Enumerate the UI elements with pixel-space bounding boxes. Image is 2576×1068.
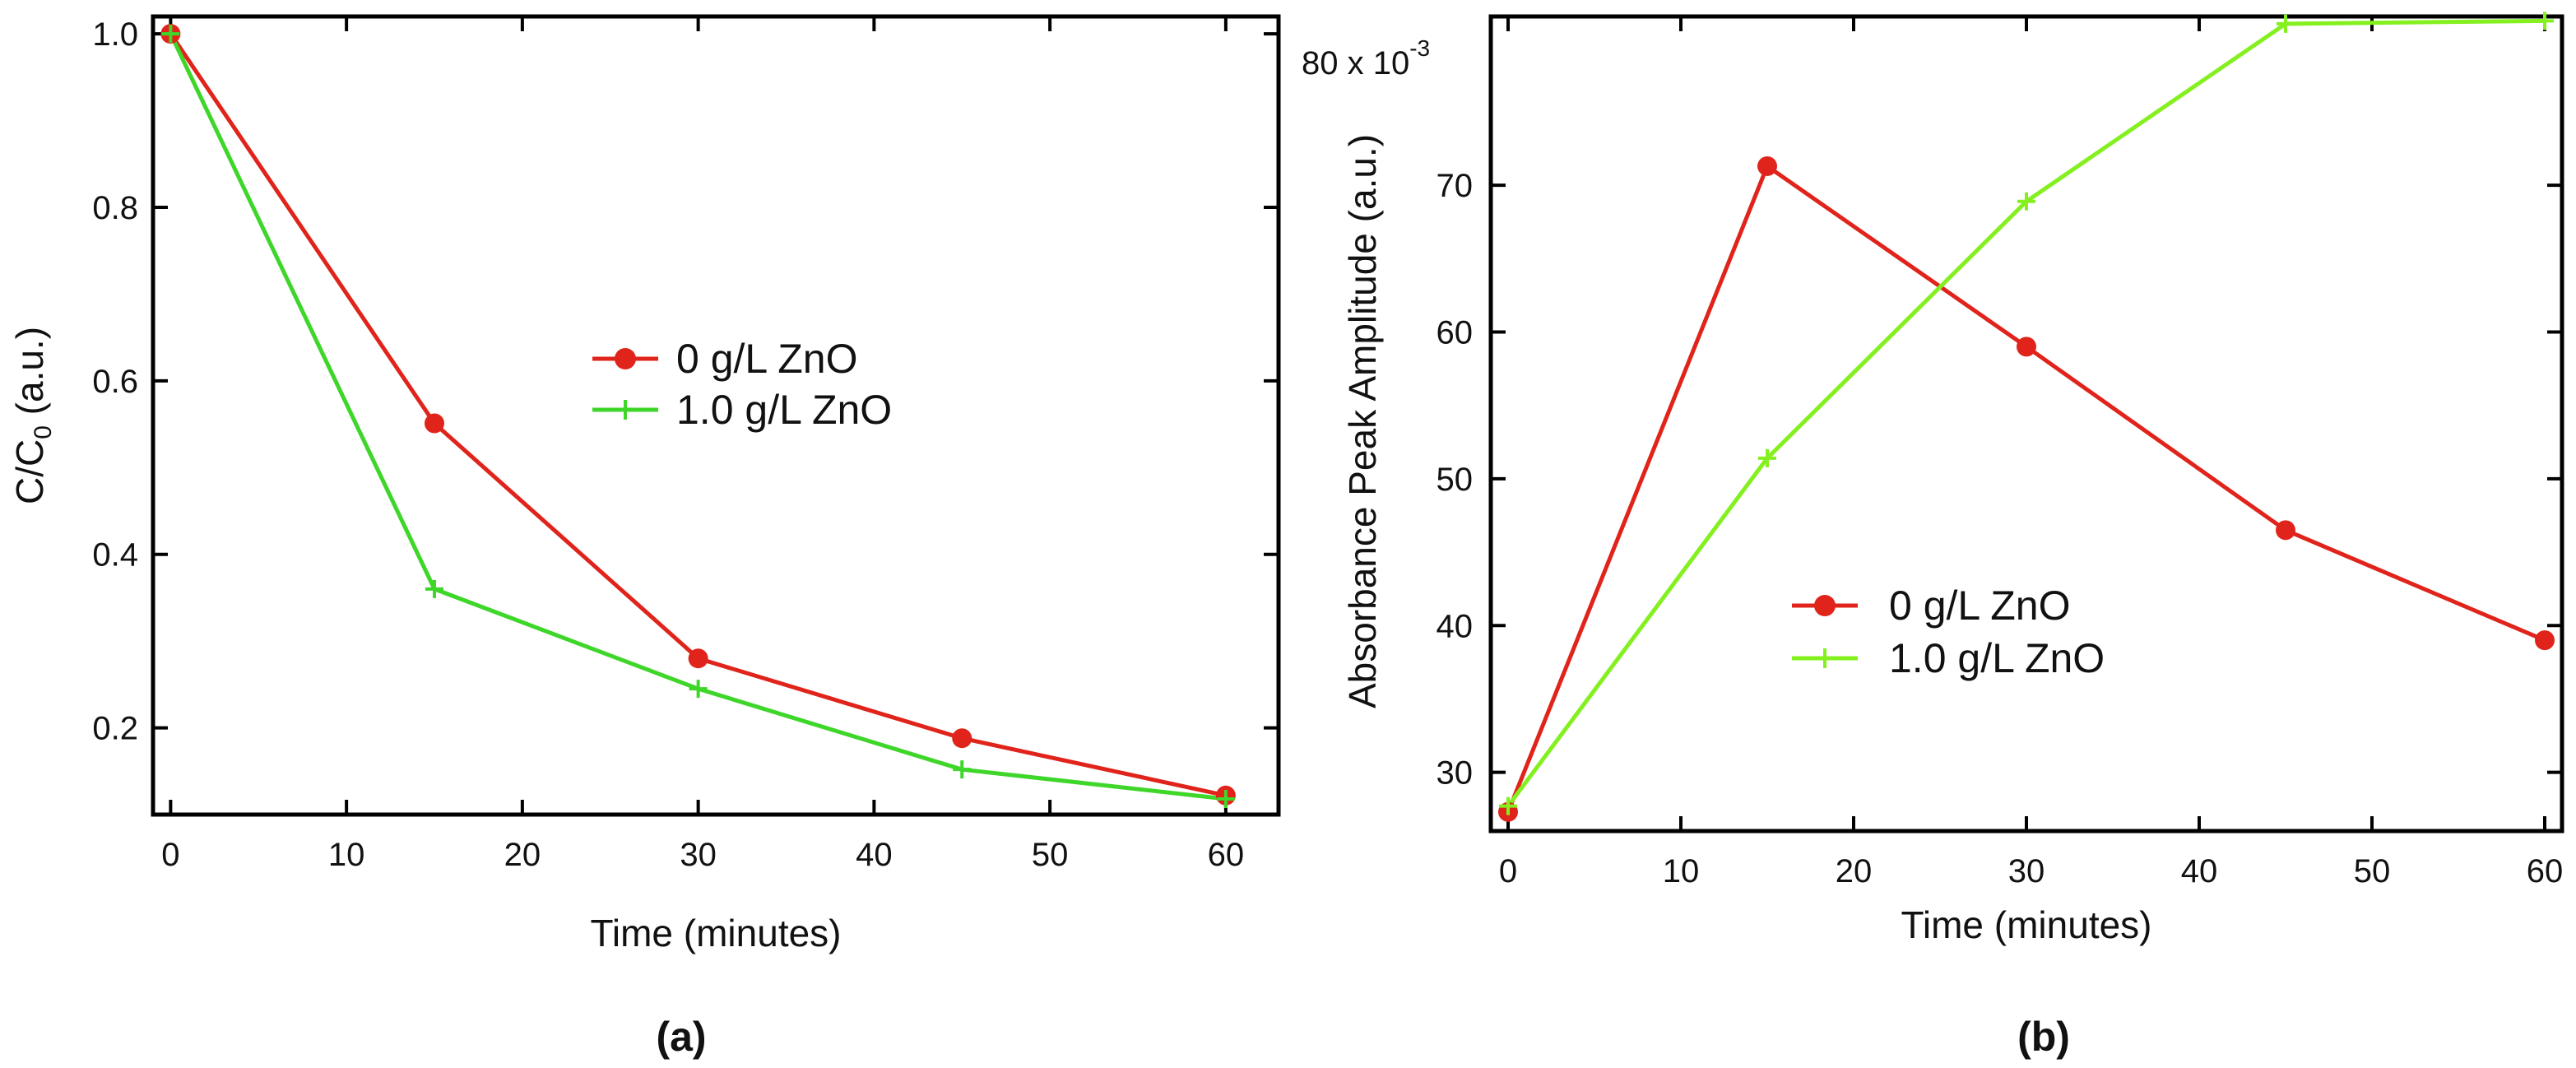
data-point-0	[1757, 156, 1777, 176]
legend-marker-0	[1814, 595, 1836, 616]
tick-marks	[1491, 16, 2562, 831]
legend-label-0: 0 g/L ZnO	[1889, 583, 2070, 629]
y-tick-labels: 30 40 50 60 70	[1437, 168, 1474, 792]
y-axis-title: Absorbance Peak Amplitude (a.u.)	[1341, 134, 1384, 708]
data-point-1	[1216, 790, 1235, 809]
y-tick-label: 1.0	[92, 16, 138, 53]
y-tick-label: 0.8	[92, 190, 138, 226]
y-tick-label: 30	[1437, 755, 1474, 792]
legend-label-0: 0 g/L ZnO	[676, 336, 857, 382]
y-tick-label: 0.2	[92, 711, 138, 747]
y-tick-label: 0.6	[92, 364, 138, 400]
x-tick-label: 20	[1836, 853, 1873, 889]
data-point-0	[952, 728, 972, 749]
series-line-0	[1506, 164, 2546, 813]
legend-label-1: 1.0 g/L ZnO	[1889, 635, 2105, 681]
x-tick-label: 60	[2527, 853, 2564, 889]
x-tick-label: 0	[161, 837, 179, 873]
data-point-0	[2535, 630, 2555, 651]
x-tick-label: 40	[856, 837, 893, 873]
data-point-0	[688, 648, 708, 669]
legend-marker-1	[1815, 648, 1835, 668]
plot-frame	[151, 14, 1281, 817]
data-point-0	[2017, 337, 2036, 357]
x-tick-labels: 0 10 20 30 40 50 60	[1499, 853, 2563, 889]
legend-marker-0	[615, 348, 636, 369]
series-line-1	[1506, 18, 2546, 808]
panel-b-chart: 0 10 20 30 40 50 60 30 40 50 60 70 80 x 10-3 Time …	[1302, 12, 2564, 1060]
x-axis-title: Time (minutes)	[591, 912, 842, 954]
data-point-1	[2536, 12, 2554, 30]
x-tick-label: 50	[2354, 853, 2391, 889]
y-tick-label: 60	[1437, 315, 1474, 351]
x-tick-label: 60	[1208, 837, 1245, 873]
data-point-1	[1499, 796, 1517, 815]
x-tick-label: 40	[2181, 853, 2218, 889]
series-markers	[160, 24, 1236, 809]
legend: 0 g/L ZnO 1.0 g/L ZnO	[1792, 583, 2105, 681]
x-tick-label: 10	[1663, 853, 1700, 889]
x-tick-labels: 0 10 20 30 40 50 60	[161, 837, 1244, 873]
x-tick-label: 50	[1032, 837, 1069, 873]
legend: 0 g/L ZnO 1.0 g/L ZnO	[592, 336, 892, 433]
x-axis-title: Time (minutes)	[1901, 903, 2152, 946]
y-tick-label: 0.4	[92, 537, 138, 573]
y-tick-label: 40	[1437, 608, 1474, 644]
data-point-1	[161, 25, 180, 44]
data-point-1	[953, 760, 972, 779]
data-point-1	[2277, 14, 2295, 33]
y-scale-note: 80 x 10-3	[1302, 35, 1430, 81]
x-tick-label: 0	[1499, 853, 1517, 889]
data-point-1	[689, 680, 708, 699]
x-tick-label: 20	[504, 837, 541, 873]
y-tick-label: 50	[1437, 462, 1474, 498]
data-point-1	[1758, 448, 1776, 467]
y-tick-label: 70	[1437, 168, 1474, 204]
y-axis-title: C/C0 (a.u.)	[8, 327, 57, 504]
data-point-0	[425, 413, 444, 434]
panel-label-b: (b)	[2017, 1014, 2070, 1060]
panel-a-chart: 0 10 20 30 40 50 60 0.2 0.4 0.6 0.8 1.0 Time (minu…	[8, 14, 1281, 1060]
series-lines	[1506, 18, 2546, 813]
x-tick-label: 30	[2008, 853, 2045, 889]
legend-label-1: 1.0 g/L ZnO	[676, 387, 892, 433]
x-tick-label: 10	[328, 837, 365, 873]
plot-frame	[1488, 14, 2564, 834]
x-tick-label: 30	[680, 837, 717, 873]
data-point-1	[2017, 192, 2035, 211]
data-point-1	[425, 579, 443, 598]
series-markers	[1498, 12, 2555, 822]
legend-marker-1	[615, 400, 635, 420]
y-tick-labels: 0.2 0.4 0.6 0.8 1.0	[92, 16, 138, 746]
data-point-0	[2276, 520, 2295, 541]
panel-label-a: (a)	[656, 1014, 706, 1060]
